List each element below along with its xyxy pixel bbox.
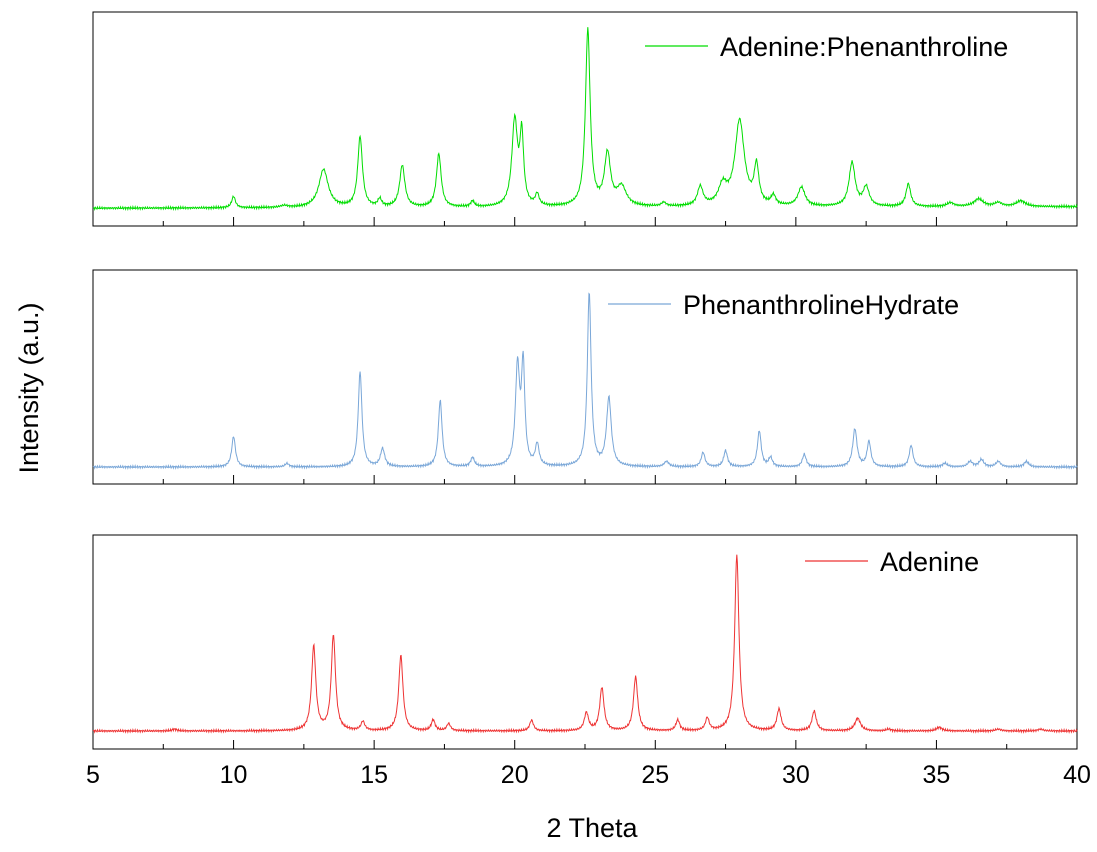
- legend-label-adenine-phenanthroline: Adenine:Phenanthroline: [720, 32, 1008, 62]
- x-tick-label: 30: [782, 761, 810, 789]
- series-line-adenine-phenanthroline: [92, 27, 1078, 212]
- panel-adenine: Adenine: [92, 534, 1078, 750]
- y-axis-label: Intensity (a.u.): [14, 302, 44, 474]
- legend-label-adenine: Adenine: [880, 547, 979, 577]
- x-tick-label: 40: [1063, 761, 1091, 789]
- x-tick-label: 15: [360, 761, 388, 789]
- series-line-phenanthroline-hydrate: [92, 292, 1078, 470]
- panel-phenanthroline-hydrate: PhenanthrolineHydrate: [92, 269, 1078, 485]
- x-axis-label: 2 Theta: [546, 813, 638, 843]
- x-tick-label: 20: [501, 761, 529, 789]
- x-tick-label: 35: [923, 761, 951, 789]
- legend-label-phenanthroline-hydrate: PhenanthrolineHydrate: [683, 290, 959, 320]
- series-line-adenine: [92, 554, 1078, 734]
- panel-adenine-phenanthroline: Adenine:Phenanthroline: [92, 11, 1078, 227]
- x-tick-label: 25: [641, 761, 669, 789]
- x-tick-label: 5: [86, 761, 100, 789]
- x-tick-label: 10: [220, 761, 248, 789]
